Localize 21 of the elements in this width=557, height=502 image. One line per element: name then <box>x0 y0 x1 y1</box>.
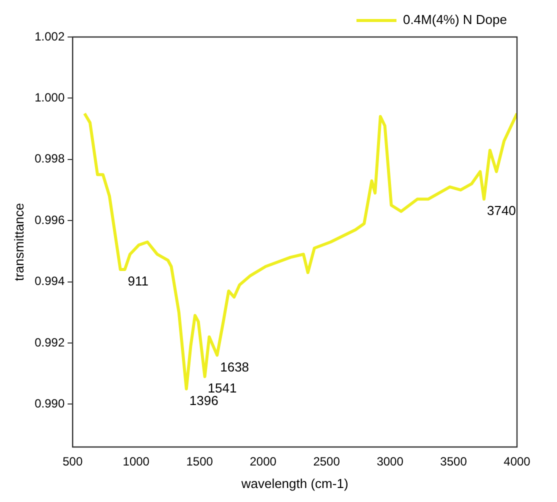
x-tick-label: 500 <box>62 454 83 469</box>
x-tick-label: 3500 <box>440 454 468 469</box>
annotation: 3740 <box>486 203 516 218</box>
y-axis-title: transmittance <box>11 202 26 282</box>
x-axis-title: wavelength (cm-1) <box>240 476 348 491</box>
x-tick-label: 1000 <box>122 454 150 469</box>
y-tick-label: 1.000 <box>34 90 65 105</box>
x-tick-label: 2000 <box>250 454 277 469</box>
x-tick-label: 4000 <box>504 454 531 469</box>
y-tick-label: 0.998 <box>34 152 65 166</box>
legend-label: 0.4M(4%) N Dope <box>402 12 508 28</box>
annotation: 911 <box>128 274 149 289</box>
y-tick-label: 0.994 <box>34 274 65 288</box>
annotation: 1638 <box>220 359 250 374</box>
y-tick-label: 0.992 <box>34 335 65 350</box>
x-tick-label: 1500 <box>186 454 214 469</box>
y-tick-label: 0.990 <box>34 396 65 410</box>
y-tick-label: 1.002 <box>34 29 65 44</box>
x-tick-label: 3000 <box>376 454 404 469</box>
x-tick-label: 2500 <box>313 454 340 469</box>
y-tick-label: 0.996 <box>34 212 65 227</box>
